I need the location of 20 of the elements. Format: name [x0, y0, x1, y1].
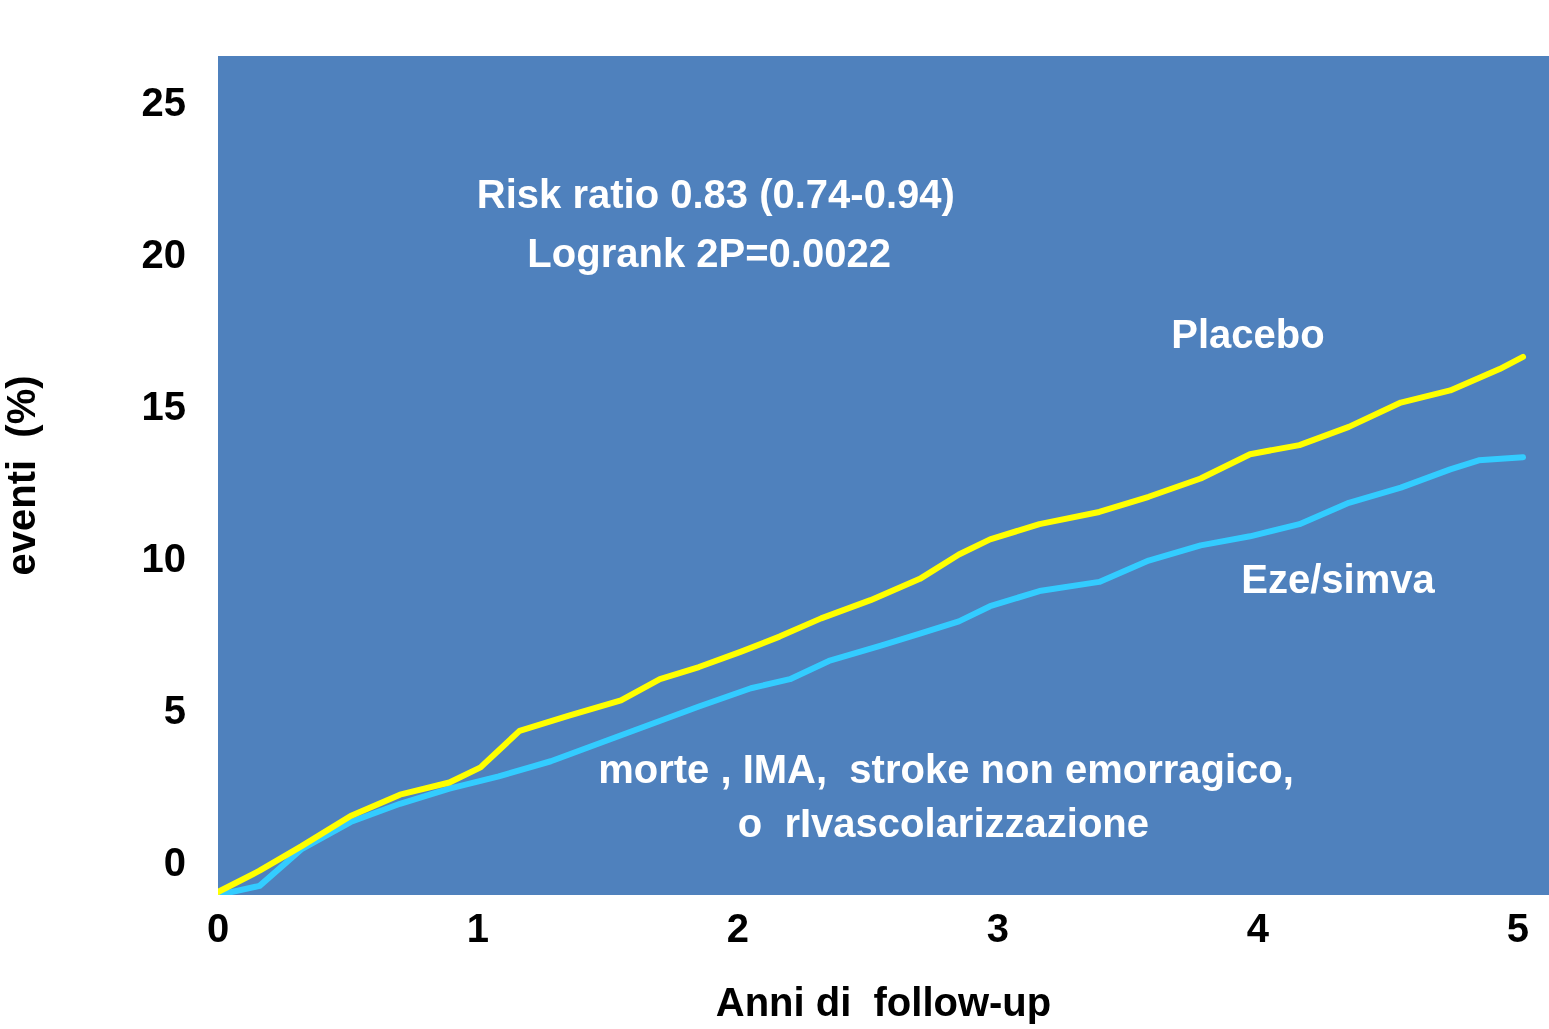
annotation: Logrank 2P=0.0022 — [527, 230, 891, 275]
x-tick-label: 0 — [206, 906, 230, 951]
y-tick-label: 5 — [163, 687, 186, 732]
annotation: Risk ratio 0.83 (0.74-0.94) — [476, 171, 955, 216]
x-tick-label: 4 — [1246, 906, 1270, 951]
x-tick-label: 2 — [726, 906, 750, 951]
annotation: o rIvascolarizzazione — [737, 801, 1150, 846]
annotation: morte , IMA, stroke non emorragico, — [598, 746, 1294, 791]
y-tick-label: 15 — [141, 383, 186, 428]
x-tick-label: 3 — [986, 906, 1010, 951]
series-label: Eze/simva — [1241, 557, 1436, 602]
y-tick-label: 0 — [163, 839, 186, 884]
y-axis-title: eventi (%) — [0, 375, 44, 576]
y-tick-label: 20 — [141, 231, 186, 276]
x-axis-title: Anni di follow-up — [715, 980, 1052, 1025]
y-tick-label: 25 — [141, 79, 186, 124]
series-label: Placebo — [1171, 311, 1325, 356]
x-tick-label: 1 — [466, 906, 490, 951]
y-tick-label: 10 — [141, 535, 186, 580]
x-tick-label: 5 — [1506, 906, 1529, 951]
